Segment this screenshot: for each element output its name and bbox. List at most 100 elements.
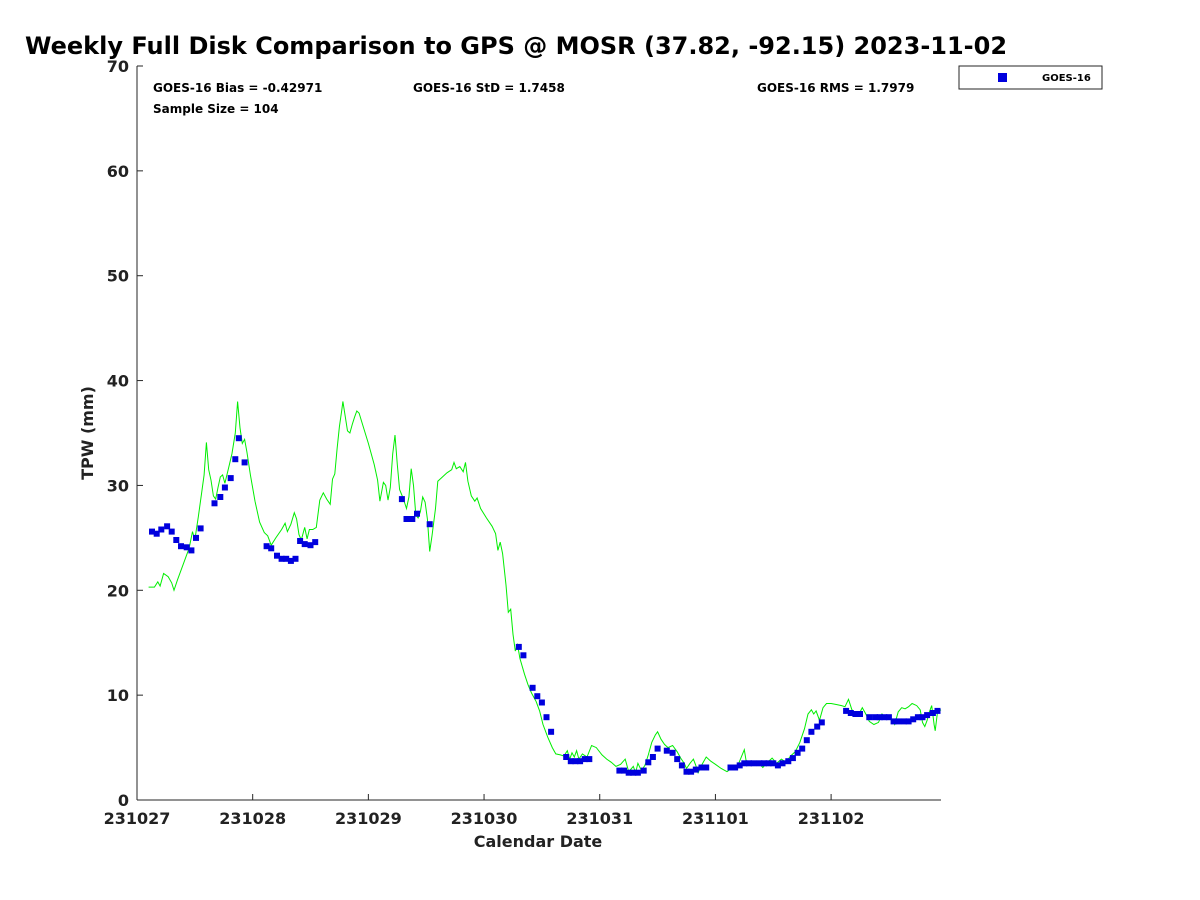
goes16-point: [803, 737, 810, 744]
goes16-point: [818, 719, 825, 726]
goes16-point: [630, 769, 637, 776]
goes16-point: [426, 521, 433, 528]
goes16-point: [852, 711, 859, 717]
goes16-point: [785, 758, 792, 765]
goes16-point: [669, 749, 676, 756]
goes16-point: [919, 714, 926, 721]
goes16-point: [581, 756, 588, 763]
goes16-point: [814, 723, 821, 730]
goes16-point: [843, 707, 850, 714]
plot-area: [136, 66, 942, 801]
goes16-point: [872, 714, 879, 721]
legend-label-goes16: GOES-16: [1042, 73, 1091, 84]
goes16-point: [188, 547, 195, 554]
goes16-point: [217, 494, 224, 500]
y-tick-label: 40: [107, 372, 129, 391]
x-axis-ticks: 231027 231028 231029 231030 231031 231101 2311…: [104, 794, 865, 828]
goes16-point: [543, 714, 550, 721]
goes16-point: [770, 760, 777, 767]
goes16-point: [649, 754, 656, 760]
goes16-point: [197, 525, 204, 532]
goes16-point: [910, 716, 917, 723]
goes16-point: [221, 484, 228, 491]
sample-size-stat: Sample Size = 104: [153, 102, 279, 116]
goes16-point: [674, 756, 681, 763]
y-tick-label: 60: [107, 162, 129, 181]
goes16-point: [703, 764, 710, 771]
goes16-point: [520, 652, 527, 659]
goes16-point: [301, 541, 308, 548]
goes16-point: [178, 543, 184, 550]
gps-line: [148, 401, 942, 775]
goes16-point: [515, 643, 522, 650]
y-tick-label: 70: [107, 57, 129, 76]
goes16-point: [885, 714, 892, 721]
goes16-point: [736, 762, 743, 769]
goes16-point: [654, 745, 661, 752]
goes16-point: [274, 552, 280, 559]
goes16-point: [808, 728, 815, 735]
y-tick-label: 20: [107, 581, 129, 600]
goes16-point: [741, 760, 748, 767]
goes16-point: [297, 538, 304, 544]
goes16-point: [756, 760, 763, 767]
goes16-point: [534, 693, 541, 700]
goes16-point: [634, 769, 641, 776]
goes16-point: [312, 539, 319, 546]
y-axis-ticks: 0 10 20 30 40 50 60 70: [107, 57, 143, 810]
goes16-point: [414, 510, 420, 517]
y-tick-label: 0: [118, 791, 129, 810]
goes16-point: [193, 534, 199, 541]
goes16-point: [398, 496, 405, 503]
x-tick-label: 231028: [219, 809, 286, 828]
goes16-point: [268, 545, 275, 552]
goes16-point: [914, 714, 921, 721]
goes16-point: [616, 767, 623, 774]
goes16-point: [692, 766, 699, 773]
x-tick-label: 231029: [335, 809, 402, 828]
goes16-point: [164, 523, 171, 530]
x-tick-label: 231031: [566, 809, 633, 828]
goes16-point: [548, 728, 555, 735]
goes16-point: [934, 707, 941, 714]
goes16-point: [688, 768, 695, 775]
goes16-point: [283, 555, 290, 562]
chart-title: Weekly Full Disk Comparison to GPS @ MOS…: [25, 32, 1007, 60]
bias-stat: GOES-16 Bias = -0.42971: [153, 81, 322, 95]
goes16-point: [698, 764, 705, 771]
goes-series: [149, 435, 941, 776]
goes16-point: [750, 760, 757, 767]
goes16-point: [857, 711, 863, 717]
goes16-point: [409, 516, 416, 522]
goes16-point: [235, 435, 242, 442]
goes16-point: [403, 516, 410, 522]
goes16-point: [774, 762, 781, 769]
legend: GOES-16: [958, 65, 1103, 90]
goes16-point: [727, 764, 734, 771]
goes16-point: [895, 718, 902, 725]
goes16-point: [890, 718, 897, 725]
goes16-point: [292, 555, 299, 562]
y-tick-label: 10: [107, 686, 129, 705]
goes16-point: [232, 456, 239, 463]
goes16-point: [577, 758, 584, 765]
goes16-point: [663, 747, 670, 754]
goes16-point: [905, 718, 912, 725]
goes16-point: [158, 526, 165, 533]
goes16-point: [307, 542, 314, 549]
goes16-point: [866, 714, 873, 721]
goes16-point: [789, 755, 796, 762]
goes16-point: [621, 767, 627, 774]
goes16-point: [779, 760, 786, 767]
goes16-point: [794, 749, 801, 756]
goes16-point: [881, 714, 888, 721]
goes16-point: [567, 758, 574, 765]
goes16-point: [876, 714, 883, 721]
goes16-point: [263, 543, 270, 550]
goes16-point: [173, 537, 180, 543]
goes16-point: [538, 699, 545, 706]
x-tick-label: 231102: [798, 809, 865, 828]
goes16-point: [278, 555, 285, 562]
y-axis-label: TPW (mm): [78, 386, 97, 480]
